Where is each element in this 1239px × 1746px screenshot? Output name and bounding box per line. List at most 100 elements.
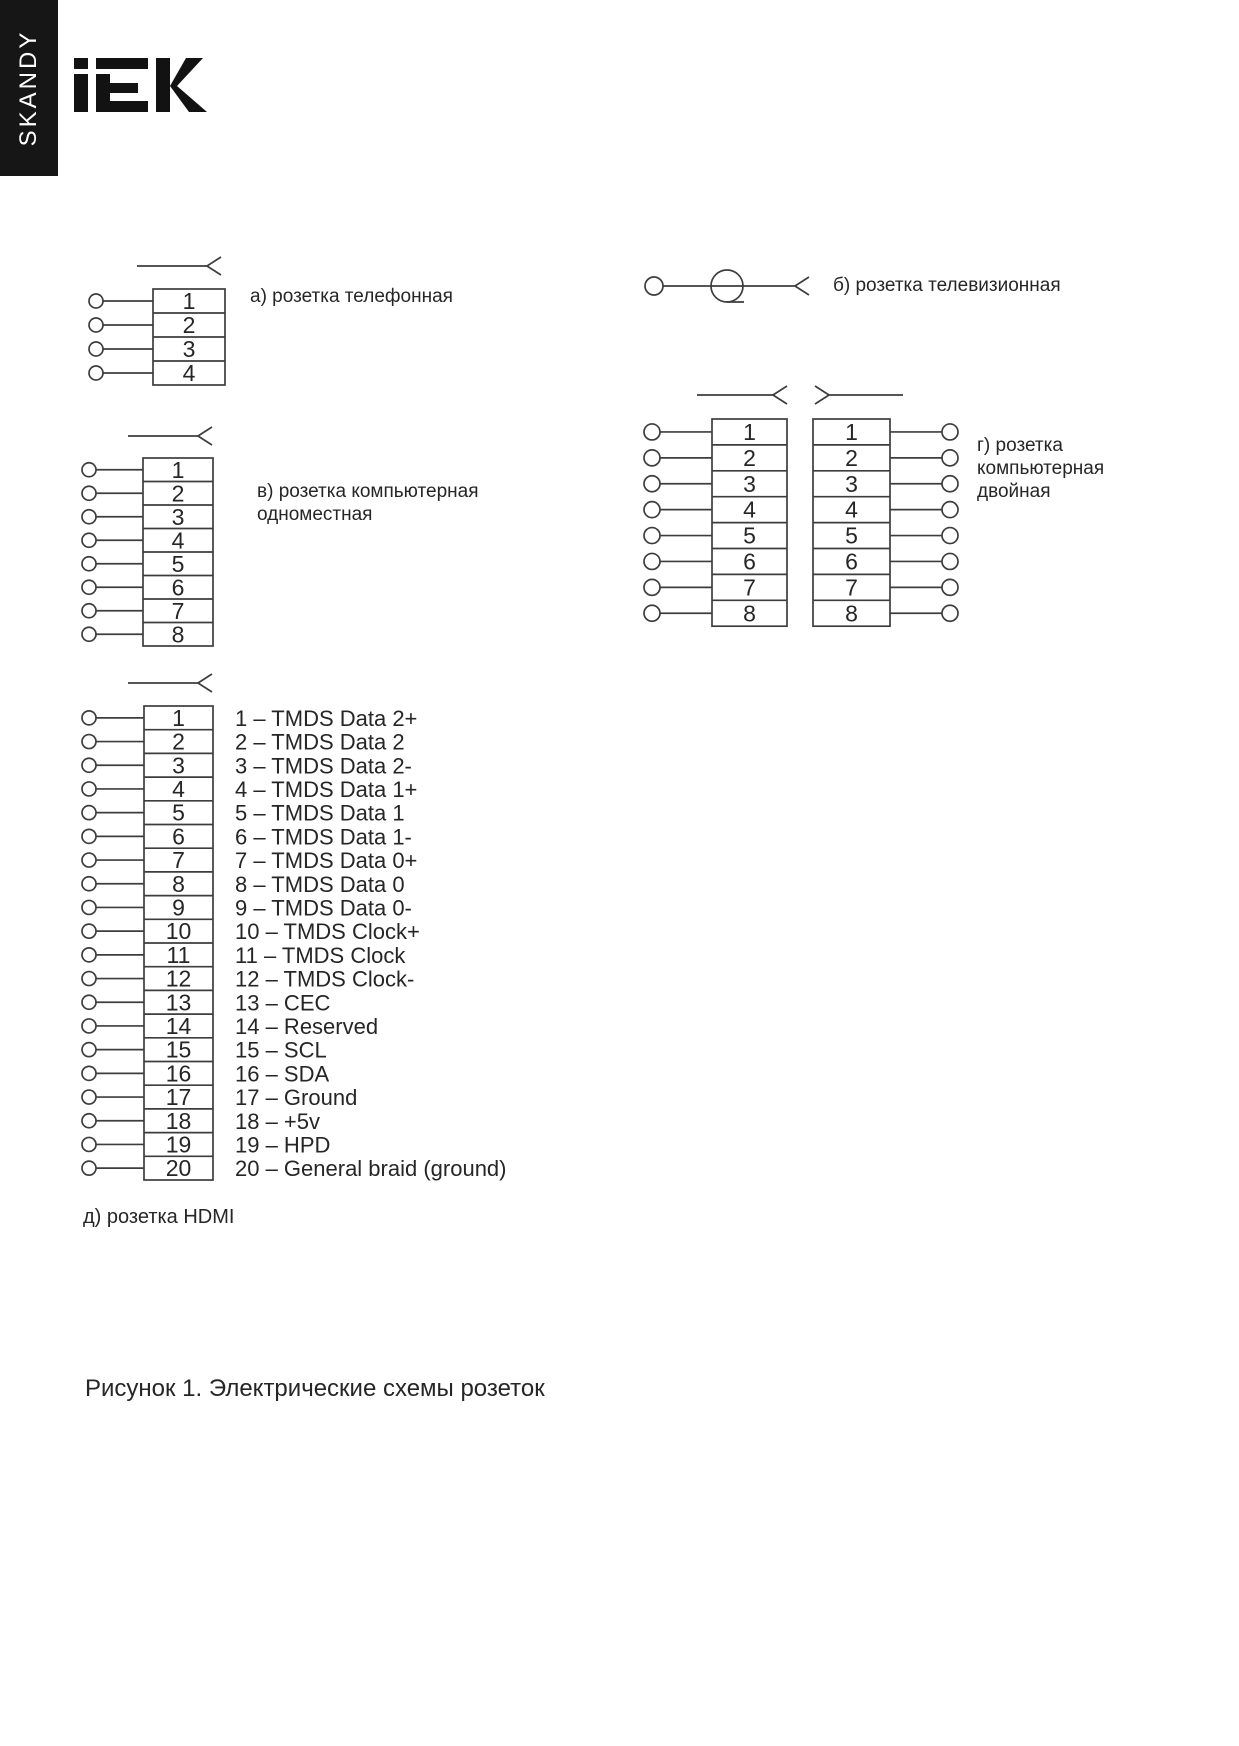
computer-single-socket-pin-number: 5 <box>172 551 185 577</box>
telephone-socket-pin-number: 3 <box>183 336 196 362</box>
computer-double-left-socket-pin-number: 5 <box>743 523 756 549</box>
hdmi-socket-terminal <box>81 709 97 726</box>
hdmi-pin-description: 2 – TMDS Data 2 <box>235 730 405 755</box>
telephone-plug-symbol <box>137 256 222 276</box>
hdmi-socket-terminal <box>81 1160 97 1177</box>
computer-single-socket-pin-number: 2 <box>172 480 185 506</box>
hdmi-socket-pin-number: 15 <box>166 1037 192 1063</box>
hdmi-pin-description: 4 – TMDS Data 1+ <box>235 777 417 802</box>
telephone-socket-terminal <box>88 365 104 381</box>
computer-double-socket-label: г) розетка компьютерная двойная <box>977 434 1104 503</box>
computer-double-label-line1: г) розетка <box>977 435 1063 456</box>
hdmi-pin-description: 14 – Reserved <box>235 1014 378 1039</box>
figure-caption: Рисунок 1. Электрические схемы розеток <box>85 1375 545 1402</box>
computer-single-socket-terminal <box>81 602 97 619</box>
hdmi-socket-pin-number: 18 <box>166 1108 192 1134</box>
computer-single-socket-terminal <box>81 508 97 525</box>
hdmi-socket-terminal <box>81 781 97 797</box>
hdmi-pin-description: 10 – TMDS Clock+ <box>235 919 420 944</box>
hdmi-socket-pin-number: 8 <box>172 871 185 897</box>
hdmi-socket-pin-number: 11 <box>167 942 191 968</box>
computer-double-left-socket-terminal <box>643 474 661 493</box>
tv-socket <box>644 269 810 303</box>
tv-terminal <box>644 276 664 296</box>
computer-double-right-socket-terminal <box>941 578 959 597</box>
computer-single-label-line1: в) розетка компьютерная <box>257 481 479 502</box>
hdmi-socket-pin-number: 19 <box>166 1131 192 1157</box>
hdmi-socket-terminal <box>81 946 97 963</box>
hdmi-socket-pin-number: 13 <box>166 989 192 1015</box>
hdmi-socket-terminal <box>81 1065 97 1082</box>
computer-double-left-socket-terminal <box>643 604 661 623</box>
computer-single-socket-label: в) розетка компьютерная одноместная <box>257 480 478 526</box>
hdmi-pin-description: 11 – TMDS Clock <box>235 943 406 968</box>
computer-double-left-plug-symbol <box>697 385 788 405</box>
computer-double-left-socket-pin-number: 8 <box>743 600 756 626</box>
hdmi-pin-description: 17 – Ground <box>235 1085 357 1110</box>
hdmi-pin-description: 15 – SCL <box>235 1038 327 1063</box>
computer-single-socket-pin-number: 4 <box>172 527 185 553</box>
hdmi-pin-description: 8 – TMDS Data 0 <box>235 872 405 897</box>
hdmi-socket-pin-number: 7 <box>172 847 185 873</box>
computer-double-left-socket-terminal <box>643 552 661 571</box>
computer-single-label-line2: одноместная <box>257 504 373 525</box>
computer-single-socket-terminal <box>81 555 97 572</box>
hdmi-pin-description: 18 – +5v <box>235 1109 320 1134</box>
hdmi-socket-pin-number: 3 <box>172 752 185 778</box>
hdmi-pin-description: 16 – SDA <box>235 1061 329 1086</box>
computer-double-right-socket-pin-number: 5 <box>845 523 858 549</box>
hdmi-socket-terminal <box>81 757 97 774</box>
hdmi-socket-terminal <box>81 875 97 892</box>
hdmi-pin-description: 13 – CEC <box>235 990 330 1015</box>
hdmi-socket-pin-number: 12 <box>166 966 192 992</box>
hdmi-pin-description: 5 – TMDS Data 1 <box>235 801 405 826</box>
computer-double-right-socket-terminal <box>941 526 959 545</box>
computer-double-right-socket-pin-number: 2 <box>845 445 858 471</box>
computer-double-left-socket-terminal <box>643 578 661 597</box>
hdmi-pin-description: 12 – TMDS Clock- <box>235 967 414 992</box>
computer-double-left-socket-terminal <box>643 500 661 519</box>
hdmi-socket-terminal <box>81 1112 97 1129</box>
computer-double-left-socket-pin-number: 1 <box>743 419 756 445</box>
hdmi-socket-terminal <box>81 899 97 916</box>
hdmi-socket-terminal <box>81 804 97 821</box>
hdmi-socket-label: д) розетка HDMI <box>83 1206 235 1228</box>
computer-single-socket-terminal <box>81 626 97 643</box>
computer-double-right-socket-terminal <box>941 423 959 441</box>
computer-double-right-socket-pin-number: 7 <box>845 574 858 600</box>
iek-logo <box>74 58 207 112</box>
hdmi-socket-terminal <box>81 733 97 750</box>
computer-double-right-socket-pin-number: 3 <box>845 471 858 497</box>
computer-single-socket-terminal <box>81 461 97 478</box>
telephone-socket-pin-number: 1 <box>183 288 196 314</box>
hdmi-socket-pin-number: 17 <box>166 1084 192 1110</box>
computer-double-left-socket-pin-number: 4 <box>743 497 756 523</box>
computer-double-right-socket-terminal <box>941 604 959 623</box>
computer-single-plug-symbol <box>128 426 213 446</box>
hdmi-socket-terminal <box>81 923 97 940</box>
computer-double-right-socket-pin-number: 1 <box>845 419 858 445</box>
computer-double-left-socket-pin-number: 7 <box>743 574 756 600</box>
hdmi-socket-terminal <box>81 828 97 845</box>
brand-sidebar: SKANDY <box>0 0 58 176</box>
logo-letter-i <box>74 58 88 112</box>
hdmi-pin-description: 7 – TMDS Data 0+ <box>235 848 417 873</box>
hdmi-pin-description: 20 – General braid (ground) <box>235 1156 507 1181</box>
computer-double-left-socket-terminal <box>643 423 661 441</box>
computer-single-socket-pin-number: 7 <box>172 598 185 624</box>
computer-double-label-line2: компьютерная <box>977 458 1105 479</box>
computer-double-left-socket-pin-number: 2 <box>743 445 756 471</box>
telephone-socket-pin-number: 4 <box>183 360 196 386</box>
computer-double-right-socket-pin-number: 8 <box>845 600 858 626</box>
computer-double-left-socket-terminal <box>643 449 661 467</box>
hdmi-socket-pin-number: 5 <box>172 800 185 826</box>
computer-double-right-socket-pin-number: 6 <box>845 548 858 574</box>
computer-double-right-socket-terminal <box>941 552 959 571</box>
computer-double-right-plug-symbol <box>814 385 903 405</box>
